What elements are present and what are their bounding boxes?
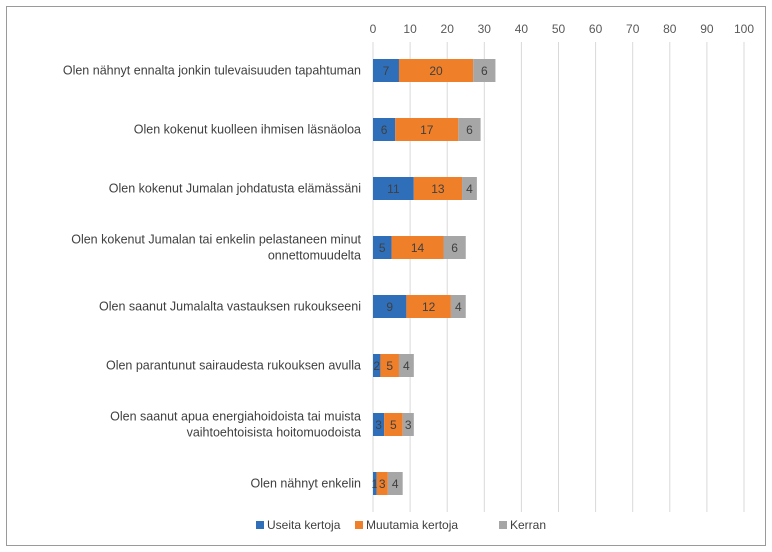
- data-label: 11: [387, 182, 400, 196]
- x-tick-label: 90: [700, 22, 714, 36]
- data-label: 6: [451, 241, 458, 255]
- bar-segment: [373, 59, 399, 82]
- x-tick-label: 0: [370, 22, 377, 36]
- x-tick-label: 40: [515, 22, 529, 36]
- bar-segment: [376, 472, 388, 495]
- chart-area: [6, 6, 766, 546]
- bar-segment: [395, 118, 459, 141]
- bar-segment: [384, 413, 403, 436]
- data-label: 3: [379, 477, 386, 491]
- data-label: 4: [392, 477, 399, 491]
- category-label: Olen kokenut kuolleen ihmisen läsnäoloa: [134, 123, 361, 137]
- data-label: 12: [422, 300, 436, 314]
- bar-segment: [387, 472, 403, 495]
- x-tick-label: 100: [734, 22, 754, 36]
- x-tick-label: 20: [441, 22, 455, 36]
- category-label: vaihtoehtoisista hoitomuodoista: [187, 426, 361, 440]
- x-tick-label: 50: [552, 22, 566, 36]
- bar-segment: [462, 177, 477, 200]
- bar-segment: [391, 236, 444, 259]
- bar-segment: [380, 354, 399, 377]
- bar-segment: [402, 413, 414, 436]
- bar-segment: [458, 118, 481, 141]
- bar-segment: [373, 413, 385, 436]
- category-label: Olen nähnyt ennalta jonkin tulevaisuuden…: [63, 64, 361, 78]
- x-tick-label: 60: [589, 22, 603, 36]
- bar-segment: [373, 236, 392, 259]
- x-tick-label: 10: [403, 22, 417, 36]
- data-label: 6: [381, 123, 388, 137]
- bar-segment: [398, 354, 414, 377]
- data-label: 5: [379, 241, 386, 255]
- category-label: onnettomuudelta: [268, 249, 361, 263]
- bar-segment: [373, 472, 377, 495]
- legend-label: Kerran: [510, 518, 546, 532]
- x-tick-label: 70: [626, 22, 640, 36]
- bar-segment: [443, 236, 466, 259]
- category-label: Olen kokenut Jumalan tai enkelin pelasta…: [71, 233, 361, 247]
- data-label: 4: [403, 359, 410, 373]
- category-label: Olen nähnyt enkelin: [251, 477, 362, 491]
- x-tick-label: 80: [663, 22, 677, 36]
- legend-label: Useita kertoja: [267, 518, 341, 532]
- category-label: Olen kokenut Jumalan johdatusta elämässä…: [109, 182, 361, 196]
- bar-segment: [373, 295, 407, 318]
- bar-segment: [450, 295, 466, 318]
- category-label: Olen saanut Jumalalta vastauksen rukouks…: [99, 300, 361, 314]
- data-label: 20: [429, 64, 443, 78]
- data-label: 6: [481, 64, 488, 78]
- data-label: 7: [383, 64, 390, 78]
- data-label: 1: [372, 477, 379, 491]
- data-label: 9: [386, 300, 393, 314]
- legend-swatch: [499, 521, 507, 529]
- data-label: 13: [431, 182, 445, 196]
- data-label: 4: [455, 300, 462, 314]
- x-tick-label: 30: [478, 22, 492, 36]
- legend-swatch: [256, 521, 264, 529]
- legend-label: Muutamia kertoja: [366, 518, 458, 532]
- data-label: 14: [411, 241, 425, 255]
- data-label: 3: [405, 418, 412, 432]
- category-label: Olen saanut apua energiahoidoista tai mu…: [110, 410, 361, 424]
- data-label: 2: [373, 359, 380, 373]
- bar-segment: [398, 59, 474, 82]
- bar-segment: [373, 177, 414, 200]
- data-label: 5: [390, 418, 397, 432]
- data-label: 4: [466, 182, 473, 196]
- data-label: 3: [375, 418, 382, 432]
- category-label: Olen parantunut sairaudesta rukouksen av…: [106, 359, 361, 373]
- data-label: 5: [386, 359, 393, 373]
- bar-segment: [373, 118, 396, 141]
- data-label: 17: [420, 123, 434, 137]
- data-label: 6: [466, 123, 473, 137]
- legend-swatch: [355, 521, 363, 529]
- bar-segment: [406, 295, 451, 318]
- bar-segment: [413, 177, 463, 200]
- bar-segment: [473, 59, 496, 82]
- bar-segment: [373, 354, 381, 377]
